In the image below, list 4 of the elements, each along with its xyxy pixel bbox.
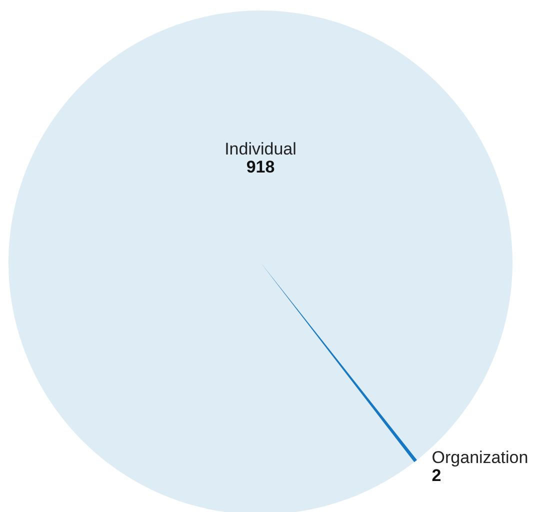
slice-label: Individual bbox=[224, 140, 296, 158]
data-label: 918 bbox=[246, 158, 275, 176]
data-label: 2 bbox=[432, 466, 442, 485]
slice-label: Organization bbox=[432, 448, 528, 467]
